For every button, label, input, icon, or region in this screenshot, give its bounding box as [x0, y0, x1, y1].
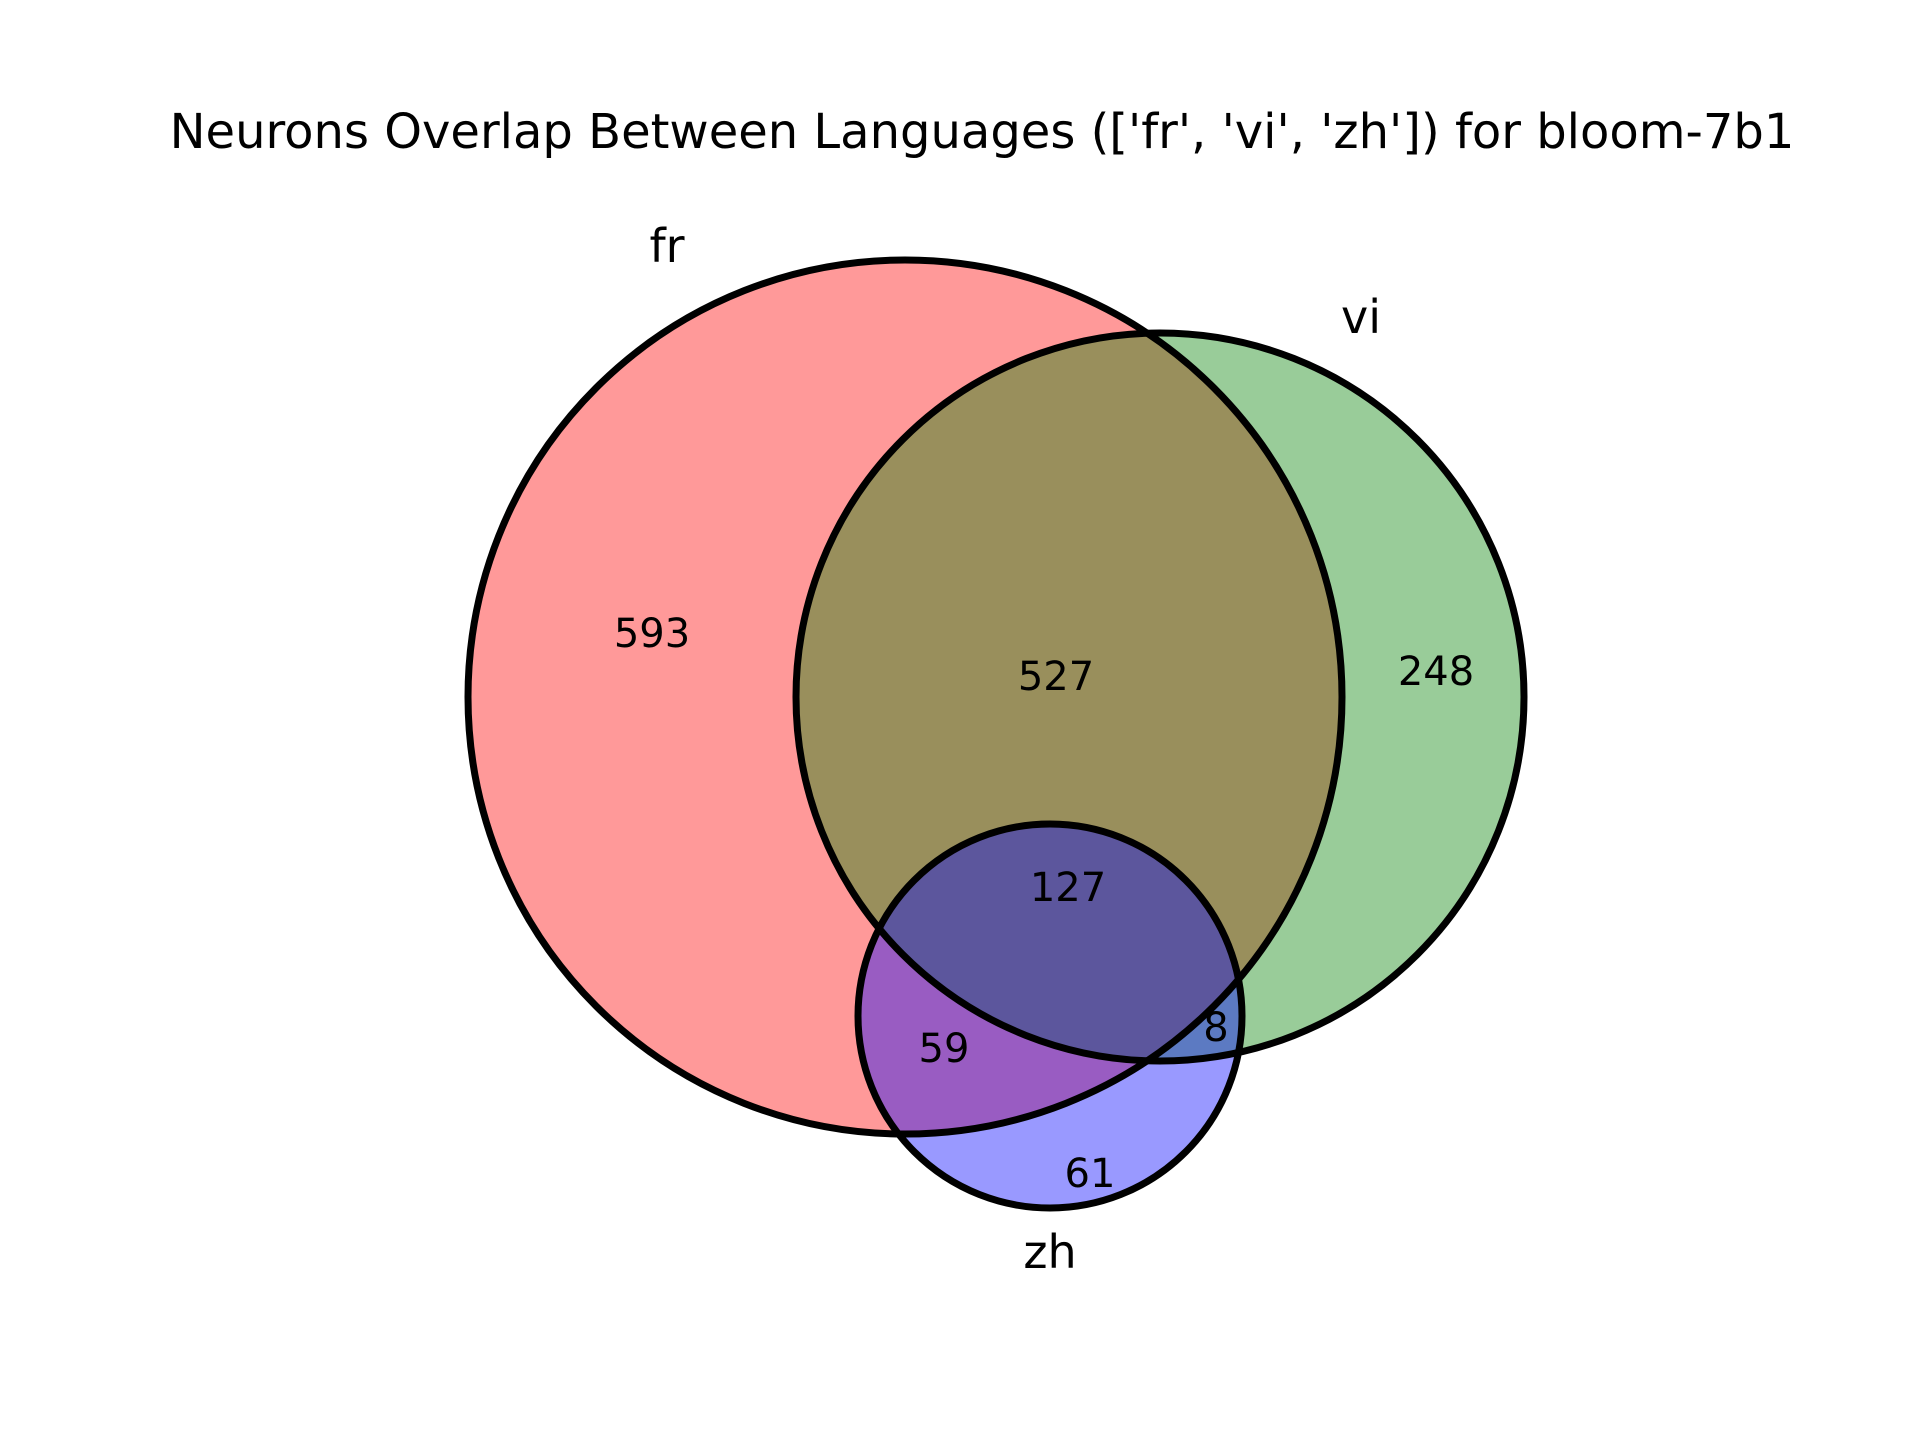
count-zh-only: 61 [1065, 1151, 1116, 1197]
set-label-zh: zh [1023, 1225, 1076, 1279]
vi-circle-outline [792, 329, 1528, 1065]
fr-circle-fill [468, 260, 1342, 1134]
chart-title: Neurons Overlap Between Languages (['fr'… [170, 104, 1795, 160]
vi-circle-fill [796, 333, 1524, 1061]
zh-circle-outline [854, 820, 1246, 1212]
set-label-vi: vi [1341, 290, 1381, 344]
zh-circle-fill [858, 824, 1242, 1208]
count-fr-zh: 59 [919, 1026, 970, 1072]
count-vi-only: 248 [1398, 649, 1474, 695]
count-fr-vi-zh: 127 [1030, 865, 1106, 911]
fr-circle-outline [464, 256, 1346, 1138]
count-fr-vi: 527 [1018, 654, 1094, 700]
count-vi-zh: 8 [1203, 1005, 1228, 1051]
count-fr-only: 593 [614, 611, 690, 657]
venn-outlines [464, 256, 1528, 1212]
set-label-fr: fr [649, 219, 684, 273]
venn-fills [468, 260, 1524, 1208]
